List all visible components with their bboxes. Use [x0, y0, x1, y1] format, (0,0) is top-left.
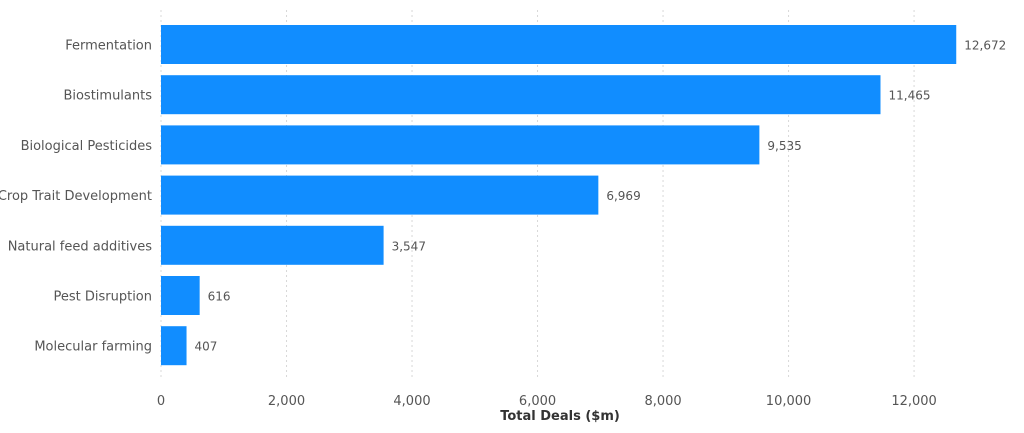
data-label: 3,547 — [392, 239, 426, 253]
category-labels: Fermentation Biostimulants Biological Pest… — [0, 39, 152, 355]
bar — [161, 276, 200, 315]
bar — [161, 75, 881, 115]
data-label: 9,535 — [767, 139, 801, 153]
data-label: 6,969 — [606, 189, 640, 203]
data-label: 12,672 — [964, 39, 1006, 53]
data-label: 11,465 — [888, 89, 930, 103]
category-label: Fermentation — [65, 39, 152, 54]
x-axis-title: Total Deals ($m) — [500, 409, 620, 424]
bar — [161, 25, 957, 64]
category-label: Biostimulants — [63, 89, 152, 104]
category-label: Natural feed additives — [8, 239, 153, 254]
x-axis-ticks: 0 2,000 4,000 6,000 8,000 10,000 12,000 — [157, 394, 937, 409]
bar — [161, 225, 384, 265]
bar — [161, 326, 187, 366]
gridlines — [160, 10, 915, 378]
x-tick-label: 6,000 — [519, 394, 556, 409]
data-labels: 12,672 11,465 9,535 6,969 3,547 616 407 — [195, 39, 1007, 354]
category-label: Biological Pesticides — [21, 139, 153, 154]
category-label: Pest Disruption — [53, 290, 152, 305]
x-tick-label: 2,000 — [268, 394, 305, 409]
x-tick-label: 4,000 — [393, 394, 430, 409]
category-label: Molecular farming — [34, 340, 152, 355]
bar — [161, 175, 599, 215]
x-tick-label: 0 — [157, 394, 165, 409]
x-tick-label: 12,000 — [891, 394, 937, 409]
category-label: Crop Trait Development — [0, 189, 152, 204]
data-label: 616 — [208, 290, 231, 304]
x-tick-label: 8,000 — [644, 394, 681, 409]
bars — [161, 25, 957, 366]
bar — [161, 125, 760, 165]
data-label: 407 — [195, 340, 218, 354]
x-tick-label: 10,000 — [766, 394, 812, 409]
